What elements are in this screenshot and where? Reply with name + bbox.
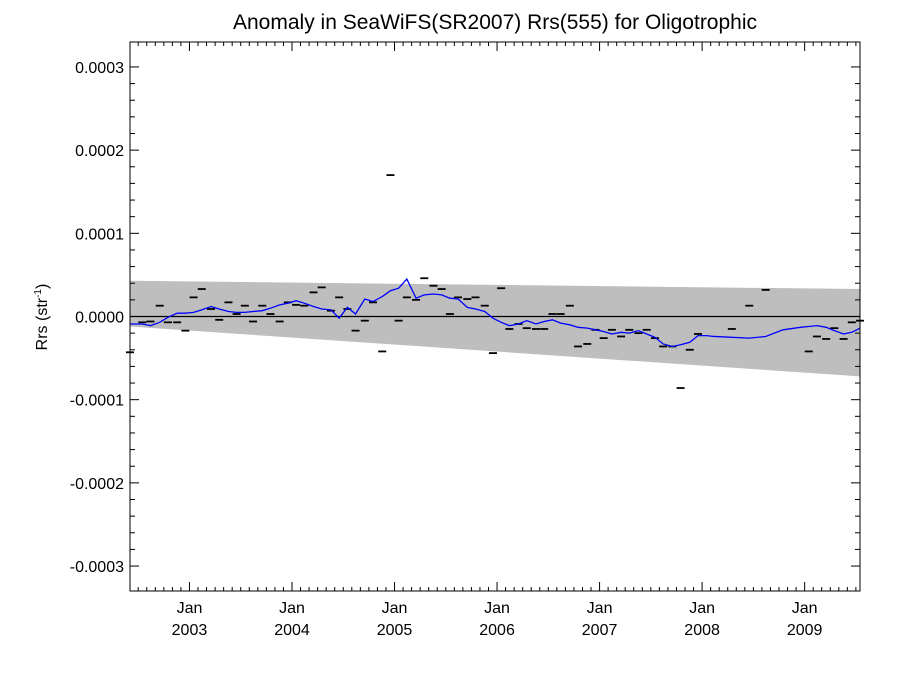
y-axis-label-main: Rrs (str: [34, 297, 51, 350]
y-tick-label: -0.0001: [70, 393, 124, 410]
x-tick-year-label: 2007: [582, 622, 618, 639]
x-tick-year-label: 2006: [479, 622, 515, 639]
x-tick-year-label: 2009: [787, 622, 823, 639]
y-tick-label: 0.0003: [75, 60, 124, 77]
y-axis-label-suffix: ): [34, 284, 51, 289]
x-tick-month-label: Jan: [587, 600, 613, 617]
x-tick-year-label: 2004: [274, 622, 310, 639]
x-tick-year-label: 2003: [172, 622, 208, 639]
y-axis-label-superscript: -1: [33, 289, 44, 298]
chart-title: Anomaly in SeaWiFS(SR2007) Rrs(555) for …: [233, 11, 757, 34]
y-tick-label: -0.0003: [70, 559, 124, 576]
y-axis-label: Rrs (str-1): [33, 284, 51, 351]
x-tick-month-label: Jan: [484, 600, 510, 617]
smoothed-anomaly-line: [130, 277, 861, 348]
x-tick-month-label: Jan: [382, 600, 408, 617]
y-tick-label: 0.0000: [75, 310, 124, 327]
y-tick-label: 0.0001: [75, 226, 124, 243]
y-tick-label: -0.0002: [70, 476, 124, 493]
x-tick-month-label: Jan: [792, 600, 818, 617]
x-tick-year-label: 2008: [684, 622, 720, 639]
x-tick-month-label: Jan: [177, 600, 203, 617]
y-axis: 0.0003 0.0002 0.0001 0.0000 -0.0001 -0.0002 -0…: [70, 60, 860, 576]
uncertainty-band: [130, 280, 860, 377]
x-tick-month-label: Jan: [689, 600, 715, 617]
x-axis: Jan 2003 Jan 2004 Jan 2005 Jan 2006 Jan 2007 Jan 20…: [137, 42, 857, 639]
x-tick-year-label: 2005: [377, 622, 413, 639]
y-tick-label: 0.0002: [75, 143, 124, 160]
x-tick-month-label: Jan: [279, 600, 305, 617]
